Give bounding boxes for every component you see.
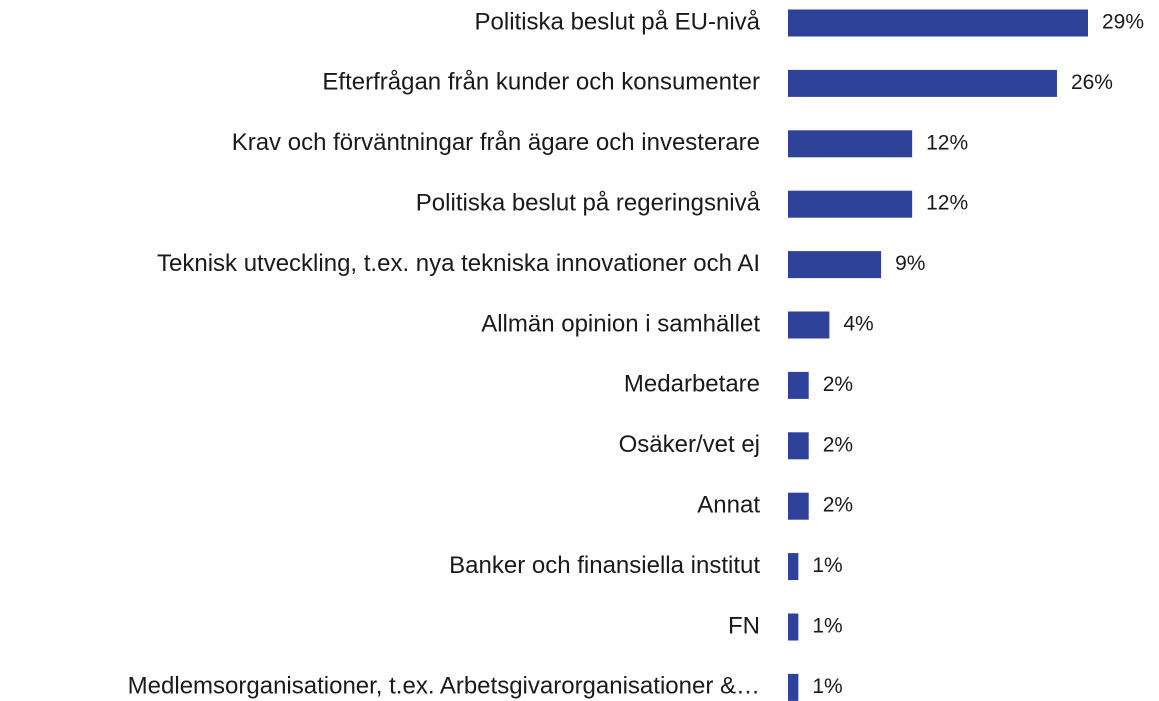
value-label: 4% xyxy=(843,313,873,336)
value-label: 9% xyxy=(895,252,925,275)
bar xyxy=(788,673,799,701)
value-label: 12% xyxy=(926,192,968,215)
category-label: Medarbetare xyxy=(624,371,760,398)
value-label: 29% xyxy=(1102,11,1144,34)
bar xyxy=(788,190,913,218)
value-label: 12% xyxy=(926,131,968,154)
bar xyxy=(788,251,882,279)
value-label: 26% xyxy=(1071,71,1113,94)
bar xyxy=(788,371,809,399)
bar xyxy=(788,311,830,339)
category-label: Krav och förväntningar från ägare och in… xyxy=(232,129,760,156)
value-label: 1% xyxy=(812,554,842,577)
value-label: 2% xyxy=(823,433,853,456)
category-label: Efterfrågan från kunder och konsumenter xyxy=(322,69,760,96)
bar xyxy=(788,69,1057,97)
value-label: 2% xyxy=(823,373,853,396)
value-label: 1% xyxy=(812,615,842,638)
bar xyxy=(788,130,913,158)
category-label: Allmän opinion i samhället xyxy=(481,310,760,337)
category-label: Medlemsorganisationer, t.ex. Arbetsgivar… xyxy=(128,673,760,700)
bar xyxy=(788,492,809,520)
category-label: Banker och finansiella institut xyxy=(449,552,760,579)
bar xyxy=(788,9,1088,37)
category-label: Osäker/vet ej xyxy=(619,431,760,458)
bar xyxy=(788,613,799,641)
category-label: Politiska beslut på EU-nivå xyxy=(475,8,761,35)
category-label: FN xyxy=(728,612,760,639)
category-label: Annat xyxy=(697,492,760,519)
category-label: Politiska beslut på regeringsnivå xyxy=(416,190,761,217)
value-label: 1% xyxy=(812,675,842,698)
category-label: Teknisk utveckling, t.ex. nya tekniska i… xyxy=(157,250,760,277)
bar xyxy=(788,432,809,460)
value-label: 2% xyxy=(823,494,853,517)
bar xyxy=(788,553,799,581)
